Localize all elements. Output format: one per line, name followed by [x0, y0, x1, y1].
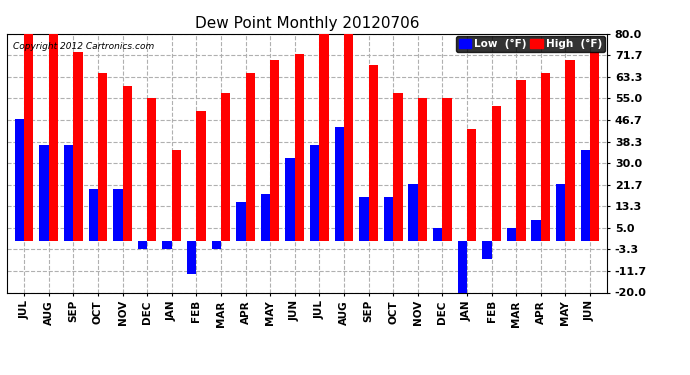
Bar	[24, 34, 34, 241]
Bar	[516, 80, 526, 241]
Bar	[162, 241, 172, 249]
Bar	[408, 184, 417, 241]
Bar	[310, 145, 319, 241]
Bar	[457, 241, 467, 292]
Bar	[565, 60, 575, 241]
Bar	[442, 99, 452, 241]
Bar	[147, 99, 157, 241]
Bar	[295, 54, 304, 241]
Bar	[270, 60, 279, 241]
Bar	[261, 194, 270, 241]
Bar	[64, 145, 73, 241]
Bar	[393, 93, 402, 241]
Bar	[507, 228, 516, 241]
Bar	[556, 184, 565, 241]
Bar	[172, 150, 181, 241]
Bar	[212, 241, 221, 249]
Text: Copyright 2012 Cartronics.com: Copyright 2012 Cartronics.com	[13, 42, 154, 51]
Bar	[113, 189, 123, 241]
Bar	[359, 197, 368, 241]
Bar	[344, 31, 353, 241]
Bar	[368, 65, 378, 241]
Bar	[482, 241, 491, 259]
Bar	[49, 34, 58, 241]
Bar	[467, 129, 476, 241]
Bar	[417, 99, 427, 241]
Bar	[138, 241, 147, 249]
Bar	[491, 106, 501, 241]
Bar	[88, 189, 98, 241]
Bar	[39, 145, 49, 241]
Bar	[246, 73, 255, 241]
Bar	[221, 93, 230, 241]
Bar	[14, 119, 24, 241]
Bar	[123, 86, 132, 241]
Bar	[384, 197, 393, 241]
Bar	[531, 220, 541, 241]
Bar	[433, 228, 442, 241]
Legend: Low  (°F), High  (°F): Low (°F), High (°F)	[455, 36, 605, 52]
Bar	[580, 150, 590, 241]
Bar	[187, 241, 197, 274]
Bar	[319, 26, 328, 241]
Bar	[236, 202, 246, 241]
Bar	[98, 73, 107, 241]
Bar	[197, 111, 206, 241]
Bar	[286, 158, 295, 241]
Bar	[541, 73, 550, 241]
Bar	[335, 127, 344, 241]
Bar	[73, 52, 83, 241]
Title: Dew Point Monthly 20120706: Dew Point Monthly 20120706	[195, 16, 420, 31]
Bar	[590, 52, 600, 241]
